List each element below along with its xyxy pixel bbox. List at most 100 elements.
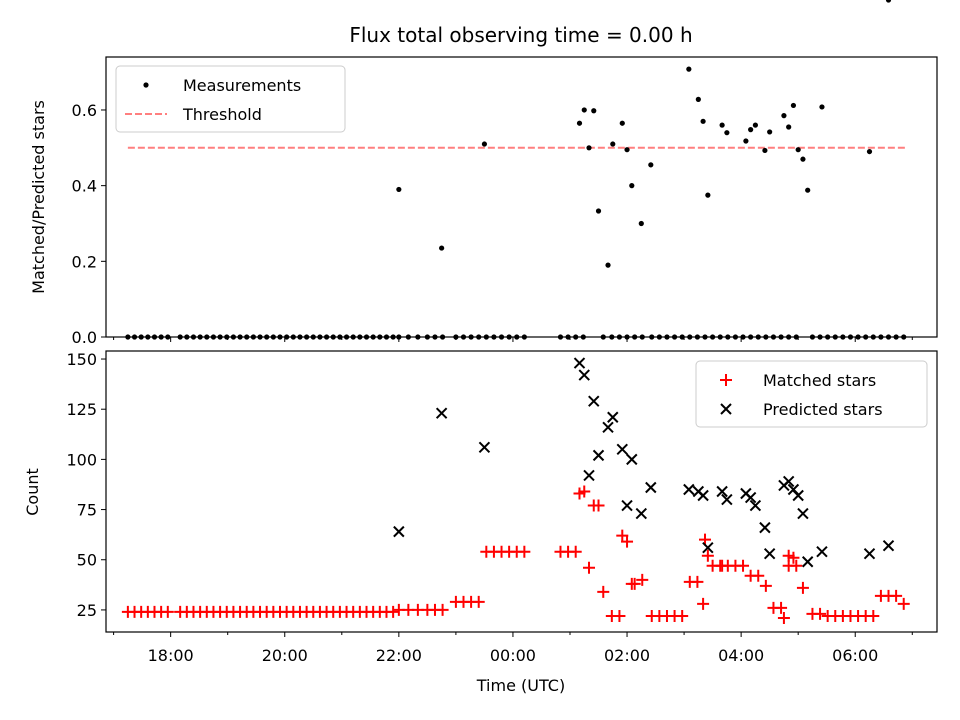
- matched-star-point: [752, 569, 765, 582]
- matched-star-point: [737, 559, 750, 572]
- predicted-star-point: [602, 421, 614, 433]
- matched-star-point: [578, 485, 591, 498]
- predicted-legend-marker: [720, 403, 732, 415]
- bottom-legend-box: [695, 360, 928, 428]
- matched-star-point: [387, 605, 400, 618]
- predicted-star-point: [697, 489, 709, 502]
- predicted-star-point: [588, 395, 600, 407]
- predicted-star-point: [435, 407, 448, 419]
- matched-star-point: [897, 597, 910, 610]
- matched-star-point: [583, 561, 596, 574]
- predicted-star-point: [645, 481, 657, 494]
- predicted-star-point: [744, 491, 757, 504]
- measurement-point: [752, 122, 758, 128]
- top-x-ticks: [113, 337, 913, 342]
- predicted-star-point: [797, 507, 809, 520]
- matched-star-point: [790, 559, 803, 572]
- measurement-point: [581, 107, 587, 113]
- matched-star-point: [890, 589, 903, 602]
- measurement-point: [695, 96, 701, 102]
- predicted-star-point: [702, 541, 714, 554]
- measurement-point: [805, 187, 811, 193]
- xtick-label: 00:00: [490, 646, 536, 665]
- matched-star-point: [759, 579, 772, 592]
- bottom-panel: 25 50 75 100 125 150 18:00 20:00 22:00 00:00 02:0…: [23, 350, 938, 695]
- top-ytick-label: 0.6: [72, 101, 97, 120]
- matched-star-point: [701, 549, 714, 562]
- matched-star-point: [676, 609, 689, 622]
- matched-star-point: [592, 499, 605, 512]
- measurement-point: [576, 120, 583, 126]
- predicted-star-point: [578, 369, 590, 381]
- measurement-point: [648, 162, 654, 168]
- predicted-star-point: [573, 357, 586, 369]
- measurement-point: [610, 141, 616, 147]
- xtick-label: 04:00: [718, 646, 764, 665]
- measurement-point: [595, 208, 602, 214]
- chart-title: Flux total observing time = 0.00 h: [349, 23, 692, 47]
- predicted-star-point: [721, 493, 733, 506]
- top-ytick-label: 0.2: [72, 252, 97, 271]
- matched-star-point: [518, 545, 531, 558]
- matched-star-point: [716, 559, 729, 572]
- matched-star-point: [636, 573, 649, 586]
- legend-matched: Matched stars: [763, 371, 876, 390]
- measurement-point: [396, 186, 402, 193]
- bottom-ytick-label: 50: [77, 551, 97, 570]
- top-legend[interactable]: Measurements Threshold: [115, 65, 346, 133]
- measurement-point: [885, 0, 892, 3]
- bottom-plot-frame: [105, 350, 938, 633]
- predicted-star-point: [792, 489, 804, 502]
- legend-threshold: Threshold: [182, 105, 262, 124]
- bottom-y-ticks: 25 50 75 100 125 150: [66, 350, 106, 620]
- matched-star-point: [621, 535, 634, 548]
- matched-star-point: [628, 577, 641, 590]
- bottom-ytick-label: 100: [66, 450, 97, 469]
- top-panel: 0.0 0.2 0.4 0.6 Matched/Predicted stars Mea…: [29, 0, 938, 347]
- matched-star-point: [613, 609, 626, 622]
- measurement-point: [619, 120, 625, 126]
- predicted-star-point: [607, 411, 619, 423]
- predicted-star-point: [616, 443, 628, 456]
- predicted-star-point: [801, 556, 814, 568]
- matched-star-point: [616, 529, 629, 542]
- matched-star-point: [796, 581, 809, 594]
- matched-star-point: [867, 609, 880, 622]
- top-ytick-label: 0.4: [72, 177, 97, 196]
- legend-predicted: Predicted stars: [763, 400, 883, 419]
- top-ytick-label: 0.0: [72, 328, 97, 347]
- predicted-star-point: [863, 548, 876, 560]
- measurement-point: [638, 220, 644, 227]
- predicted-star-point: [592, 449, 605, 462]
- matched-star-point: [787, 551, 800, 564]
- predicted-star-point: [621, 499, 633, 512]
- matched-star-point: [569, 545, 582, 558]
- measurement-point: [686, 66, 692, 72]
- measurement-point: [800, 156, 806, 162]
- predicted-star-point: [816, 546, 828, 558]
- matched-star-point: [472, 595, 485, 608]
- measurement-point: [781, 113, 787, 119]
- legend-measurements: Measurements: [183, 76, 301, 95]
- x-axis-label: Time (UTC): [476, 676, 565, 695]
- measurement-point: [605, 262, 611, 268]
- bottom-ytick-label: 25: [77, 601, 97, 620]
- predicted-star-point: [478, 441, 491, 454]
- measurement-point: [624, 147, 630, 153]
- predicted-stars-points: [393, 357, 895, 568]
- matched-legend-marker: [720, 374, 732, 386]
- measurement-point: [767, 129, 773, 135]
- xtick-label: 18:00: [148, 646, 194, 665]
- predicted-star-point: [716, 485, 728, 498]
- predicted-star-point: [583, 469, 595, 482]
- bottom-legend[interactable]: Matched stars Predicted stars: [695, 360, 928, 428]
- measurement-point: [866, 148, 873, 155]
- measurement-point: [719, 122, 725, 128]
- measurement-point: [586, 145, 592, 151]
- measurement-point: [481, 141, 488, 147]
- top-plot-frame: [105, 56, 938, 338]
- xtick-label: 20:00: [262, 646, 308, 665]
- measurement-point: [748, 127, 754, 133]
- matched-star-point: [161, 605, 174, 618]
